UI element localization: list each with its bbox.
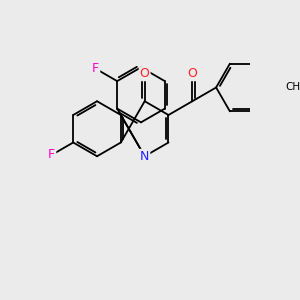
Text: O: O — [188, 67, 197, 80]
Text: N: N — [140, 150, 149, 163]
Text: O: O — [140, 67, 150, 80]
Text: F: F — [48, 148, 55, 161]
Text: CH₃: CH₃ — [285, 82, 300, 92]
Text: F: F — [92, 62, 99, 75]
